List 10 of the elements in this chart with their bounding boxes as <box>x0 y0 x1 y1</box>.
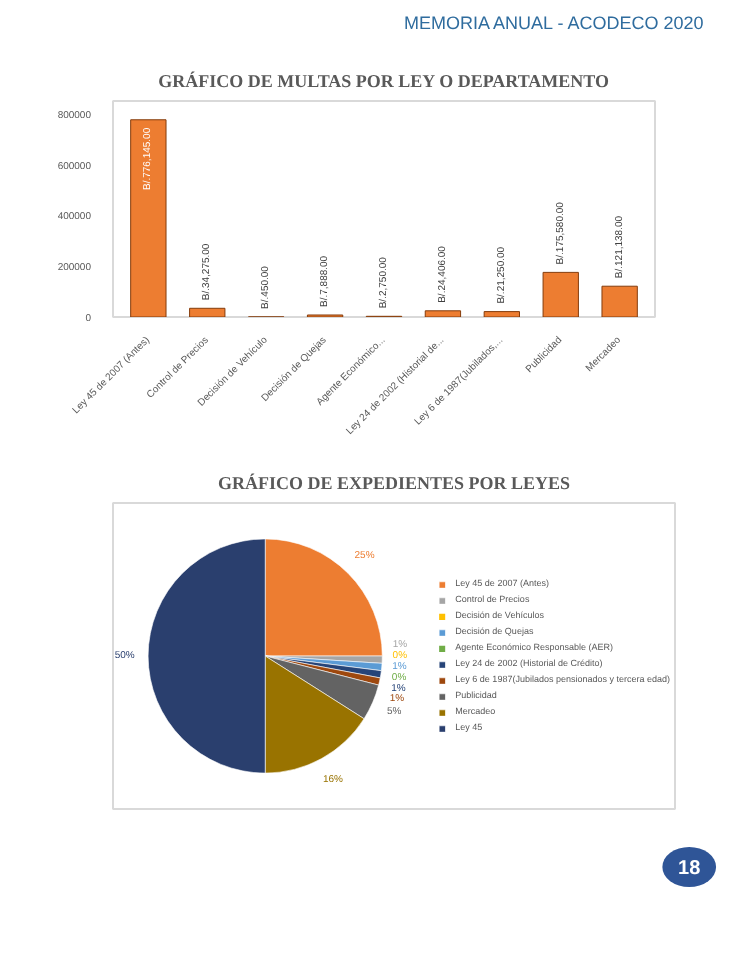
bar <box>542 271 579 317</box>
bar <box>601 285 638 317</box>
bar <box>424 310 462 317</box>
chart-title: GRÁFICO DE MULTAS POR LEY O DEPARTAMENTO <box>158 71 610 91</box>
bar <box>189 307 226 317</box>
bar <box>130 119 167 317</box>
chart-title: GRÁFICO DE EXPEDIENTES POR LEYES <box>217 473 571 493</box>
bar <box>483 311 520 317</box>
text: 18 <box>678 858 702 880</box>
text: MEMORIA ANUAL - ACODECO 2020 <box>404 13 704 33</box>
